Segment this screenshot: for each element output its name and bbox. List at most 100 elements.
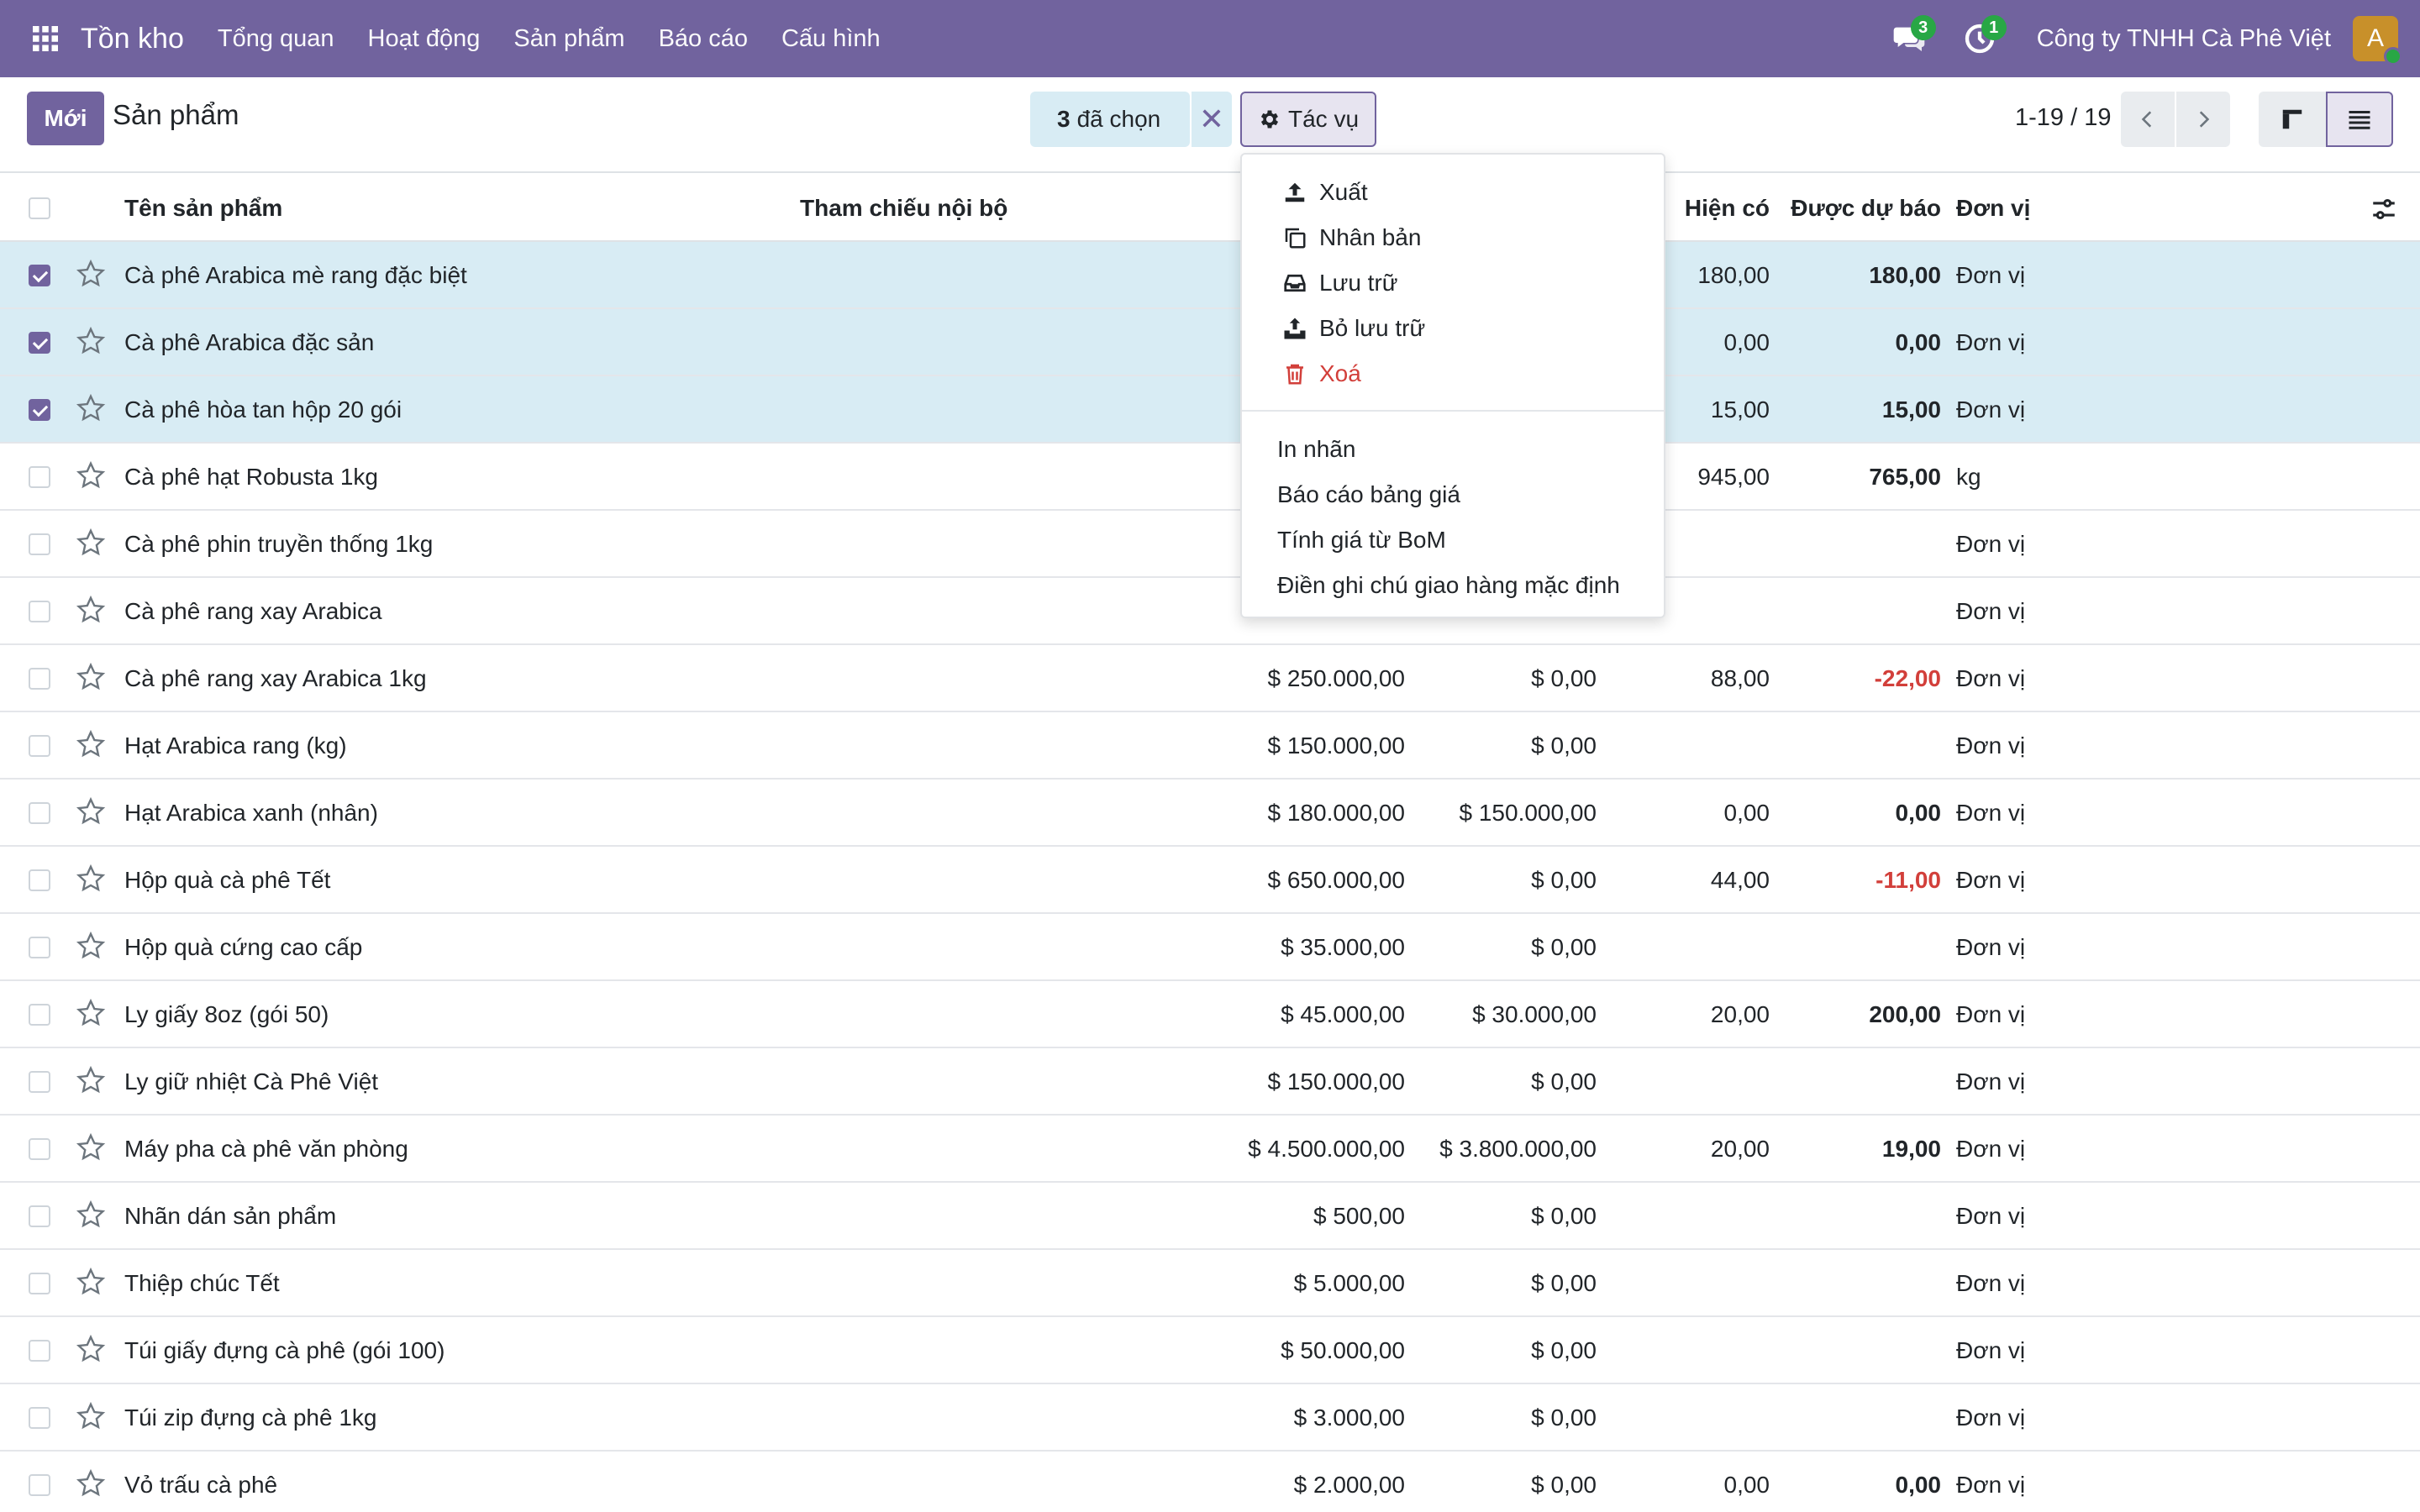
table-row[interactable]: Hộp quà cứng cao cấp $ 35.000,00 $ 0,00 Đơn… (0, 914, 2420, 981)
row-checkbox[interactable] (29, 937, 50, 958)
table-row[interactable]: Cà phê Arabica đặc sản 0,00 0,00 Đơn vị (0, 309, 2420, 376)
column-header-uom[interactable]: Đơn vị (1956, 195, 2031, 221)
star-icon[interactable] (76, 259, 106, 289)
unselect-all-button[interactable]: ✕ (1192, 92, 1232, 147)
action-compute-price-from-bom[interactable]: Tính giá từ BoM (1277, 527, 1446, 553)
row-checkbox[interactable] (29, 1071, 50, 1093)
column-header-internal-ref[interactable]: Tham chiếu nội bộ (800, 195, 1008, 221)
menu-reporting[interactable]: Báo cáo (658, 24, 748, 52)
action-export[interactable]: Xuất (1282, 171, 1368, 213)
user-avatar[interactable]: A (2353, 16, 2402, 66)
column-header-name[interactable]: Tên sản phẩm (124, 195, 283, 221)
menu-products[interactable]: Sản phẩm (513, 24, 625, 52)
pager-next-button[interactable] (2176, 92, 2230, 147)
pager-previous-button[interactable] (2121, 92, 2175, 147)
row-checkbox[interactable] (29, 601, 50, 622)
row-checkbox[interactable] (29, 1138, 50, 1160)
row-checkbox[interactable] (29, 802, 50, 824)
star-icon[interactable] (76, 1065, 106, 1095)
kanban-view-button[interactable] (2259, 92, 2326, 147)
row-checkbox[interactable] (29, 668, 50, 690)
actions-button[interactable]: Tác vụ (1240, 92, 1376, 147)
table-row[interactable]: Cà phê rang xay Arabica Đơn vị (0, 578, 2420, 645)
star-icon[interactable] (76, 595, 106, 625)
star-icon[interactable] (76, 1468, 106, 1499)
table-row[interactable]: Ly giữ nhiệt Cà Phê Việt $ 150.000,00 $ 0,… (0, 1048, 2420, 1116)
row-checkbox[interactable] (29, 1407, 50, 1429)
table-row[interactable]: Cà phê hòa tan hộp 20 gói 15,00 15,00 Đơn v… (0, 376, 2420, 444)
optional-columns-icon[interactable] (2370, 195, 2398, 223)
star-icon[interactable] (76, 931, 106, 961)
table-row[interactable]: Hạt Arabica xanh (nhân) $ 180.000,00 $ 150… (0, 780, 2420, 847)
menu-overview[interactable]: Tổng quan (217, 24, 334, 52)
unarchive-icon (1284, 318, 1306, 339)
app-name[interactable]: Tồn kho (81, 22, 184, 55)
star-icon[interactable] (76, 460, 106, 491)
row-checkbox[interactable] (29, 533, 50, 555)
new-button[interactable]: Mới (27, 92, 104, 145)
action-unarchive[interactable]: Bỏ lưu trữ (1282, 307, 1425, 349)
on-hand-qty: 945,00 (1697, 464, 1770, 490)
row-checkbox[interactable] (29, 332, 50, 354)
action-archive[interactable]: Lưu trữ (1282, 262, 1398, 304)
actions-label: Tác vụ (1287, 106, 1360, 132)
star-icon[interactable] (76, 1401, 106, 1431)
action-delete[interactable]: Xoá (1282, 353, 1361, 395)
app-grid-icon[interactable] (25, 18, 66, 59)
table-row[interactable]: Túi giấy đựng cà phê (gói 100) $ 50.000,0… (0, 1317, 2420, 1384)
star-icon[interactable] (76, 1200, 106, 1230)
select-all-checkbox[interactable] (29, 197, 50, 219)
star-icon[interactable] (76, 393, 106, 423)
action-default-delivery-note[interactable]: Điền ghi chú giao hàng mặc định (1277, 572, 1620, 598)
star-icon[interactable] (76, 1334, 106, 1364)
action-print-labels[interactable]: In nhãn (1277, 436, 1356, 462)
online-status-dot (2384, 47, 2402, 66)
star-icon[interactable] (76, 864, 106, 894)
table-row[interactable]: Vỏ trấu cà phê $ 2.000,00 $ 0,00 0,00 0,00 Đơ… (0, 1452, 2420, 1512)
table-row[interactable]: Ly giấy 8oz (gói 50) $ 45.000,00 $ 30.000,… (0, 981, 2420, 1048)
row-checkbox[interactable] (29, 1004, 50, 1026)
star-icon[interactable] (76, 796, 106, 827)
table-row[interactable]: Hộp quà cà phê Tết $ 650.000,00 $ 0,00 44,0… (0, 847, 2420, 914)
row-checkbox[interactable] (29, 1340, 50, 1362)
table-row[interactable]: Nhãn dán sản phẩm $ 500,00 $ 0,00 Đơn vị (0, 1183, 2420, 1250)
column-header-forecast[interactable]: Được dự báo (1791, 195, 1941, 221)
table-row[interactable]: Cà phê Arabica mè rang đặc biệt 180,00 180… (0, 242, 2420, 309)
star-icon[interactable] (76, 998, 106, 1028)
action-pricelist-report[interactable]: Báo cáo bảng giá (1277, 481, 1460, 507)
row-checkbox[interactable] (29, 1273, 50, 1294)
pager-value[interactable]: 1-19 / 19 (2015, 104, 2112, 131)
row-checkbox[interactable] (29, 1474, 50, 1496)
action-duplicate[interactable]: Nhân bản (1282, 217, 1421, 259)
table-row[interactable]: Máy pha cà phê văn phòng $ 4.500.000,00 $ … (0, 1116, 2420, 1183)
row-checkbox[interactable] (29, 466, 50, 488)
table-row[interactable]: Cà phê hạt Robusta 1kg 945,00 765,00 kg (0, 444, 2420, 511)
star-icon[interactable] (76, 1132, 106, 1163)
company-switcher[interactable]: Công ty TNHH Cà Phê Việt (2036, 24, 2331, 52)
row-checkbox[interactable] (29, 1205, 50, 1227)
activities-button[interactable]: 1 (1954, 13, 2007, 64)
breadcrumb: Sản phẩm (113, 99, 239, 130)
star-icon[interactable] (76, 729, 106, 759)
activities-badge: 1 (1981, 15, 2007, 40)
table-row[interactable]: Hạt Arabica rang (kg) $ 150.000,00 $ 0,00 Đ… (0, 712, 2420, 780)
messages-button[interactable]: 3 (1884, 13, 1936, 64)
row-checkbox[interactable] (29, 869, 50, 891)
table-row[interactable]: Thiệp chúc Tết $ 5.000,00 $ 0,00 Đơn vị (0, 1250, 2420, 1317)
star-icon[interactable] (76, 662, 106, 692)
star-icon[interactable] (76, 326, 106, 356)
table-row[interactable]: Cà phê rang xay Arabica 1kg $ 250.000,00 $… (0, 645, 2420, 712)
table-row[interactable]: Túi zip đựng cà phê 1kg $ 3.000,00 $ 0,00 Đ… (0, 1384, 2420, 1452)
row-checkbox[interactable] (29, 735, 50, 757)
row-checkbox[interactable] (29, 399, 50, 421)
star-icon[interactable] (76, 528, 106, 558)
table-row[interactable]: Cà phê phin truyền thống 1kg Đơn vị (0, 511, 2420, 578)
menu-configuration[interactable]: Cấu hình (781, 24, 881, 52)
star-icon[interactable] (76, 1267, 106, 1297)
column-header-on-hand[interactable]: Hiện có (1684, 195, 1770, 221)
menu-operations[interactable]: Hoạt động (367, 24, 481, 52)
list-view-button[interactable] (2326, 92, 2393, 147)
list-icon (2349, 111, 2370, 129)
row-checkbox[interactable] (29, 265, 50, 286)
forecast-qty: -22,00 (1874, 665, 1941, 691)
